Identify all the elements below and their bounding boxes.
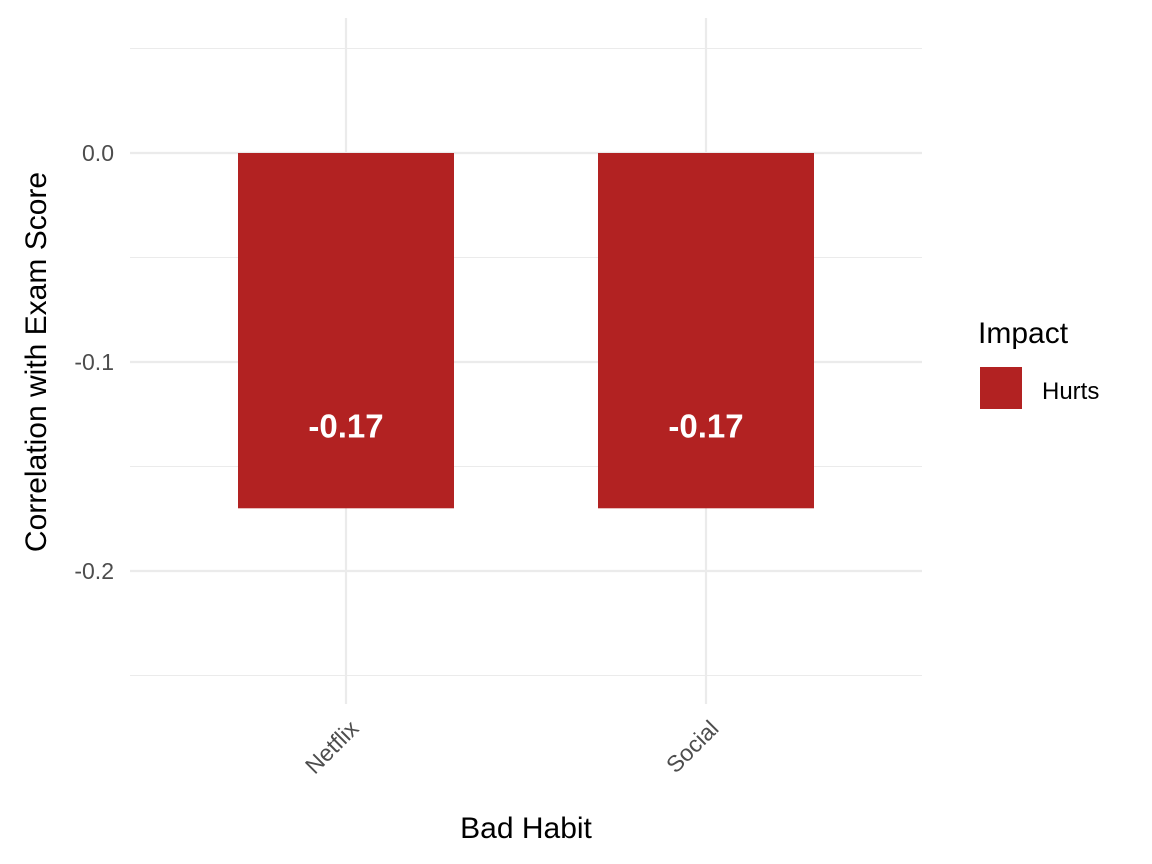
bar-netflix <box>238 153 454 509</box>
bar-value-labels: -0.17 -0.17 <box>308 408 743 445</box>
x-tick-label: Netflix <box>300 715 364 779</box>
bar-social <box>598 153 814 509</box>
bar-value-label: -0.17 <box>668 408 743 445</box>
x-tick-label: Social <box>661 715 724 778</box>
y-tick-label: -0.1 <box>74 349 114 375</box>
y-tick-label: -0.2 <box>74 558 114 584</box>
legend: Impact Hurts <box>978 317 1099 409</box>
legend-swatch-hurts <box>980 367 1022 409</box>
legend-label-hurts: Hurts <box>1042 378 1099 405</box>
legend-title: Impact <box>978 317 1069 350</box>
y-tick-label: 0.0 <box>82 140 114 166</box>
y-axis-ticks: 0.0 -0.1 -0.2 <box>74 140 114 584</box>
y-axis-title: Correlation with Exam Score <box>20 172 53 552</box>
x-axis-title: Bad Habit <box>460 812 592 845</box>
x-axis-ticks: Netflix Social <box>300 715 724 779</box>
bar-value-label: -0.17 <box>308 408 383 445</box>
bars <box>238 153 814 509</box>
